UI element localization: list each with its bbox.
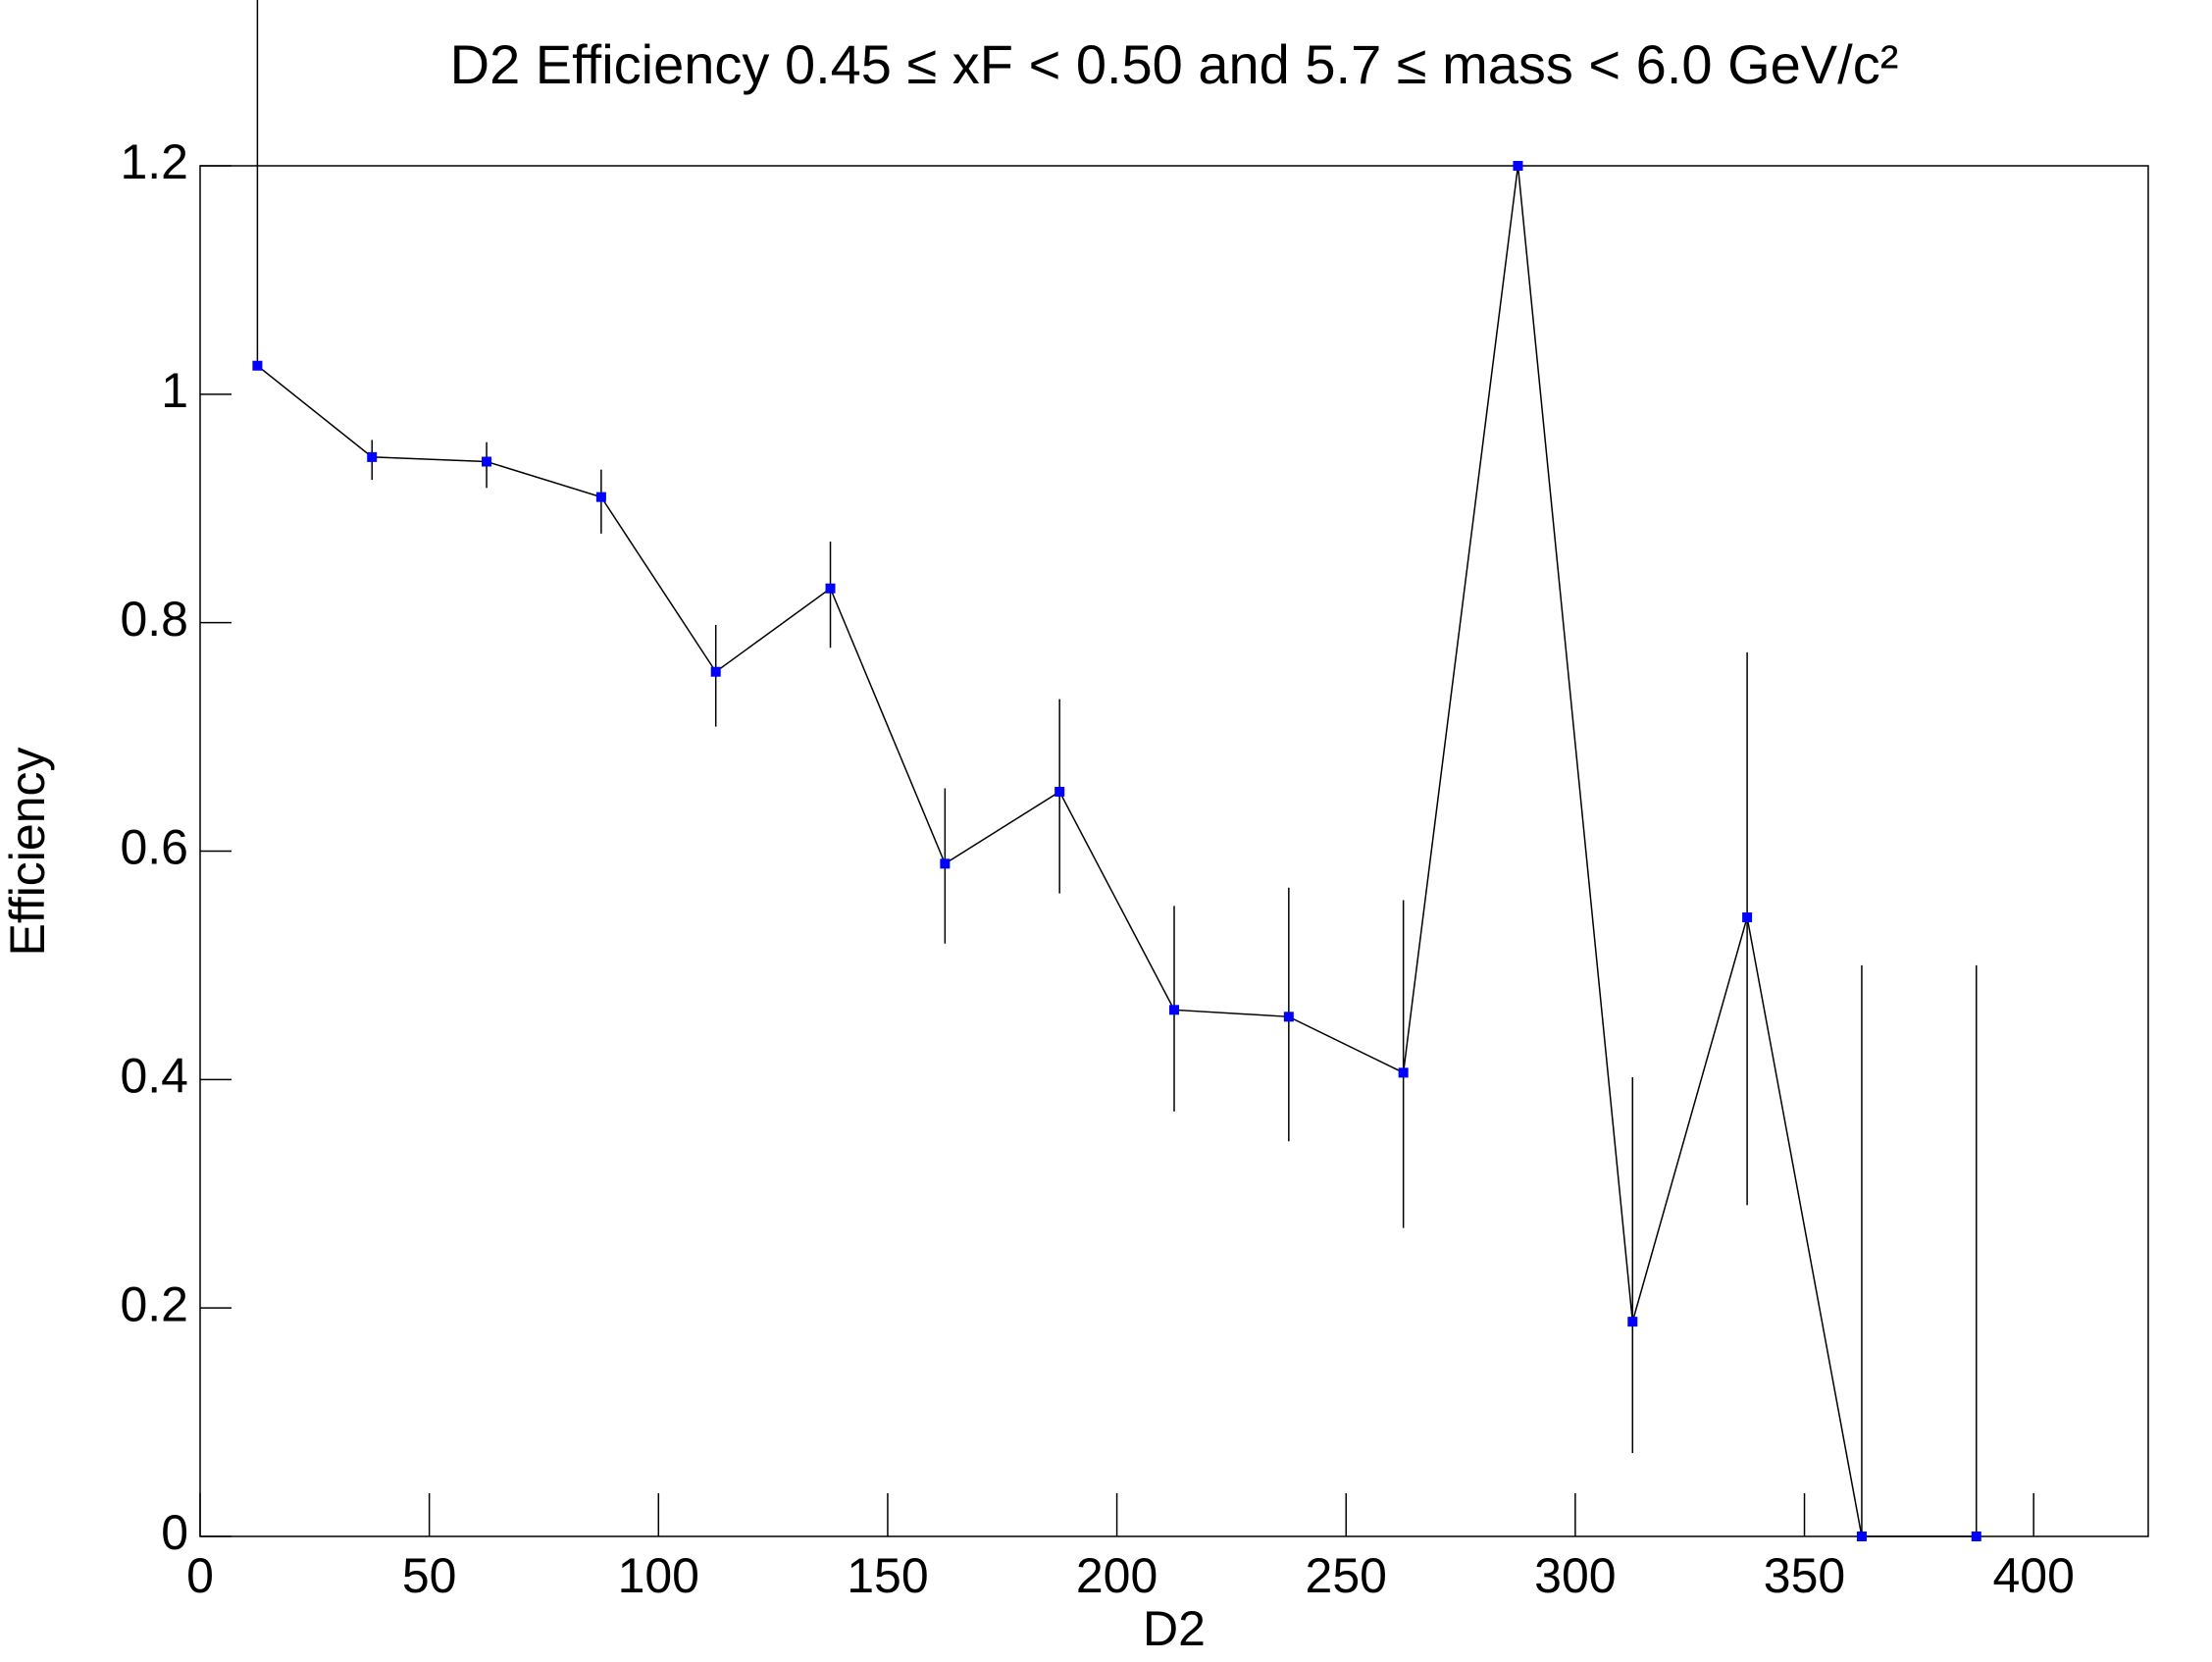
y-tick-label: 0.6 [120, 820, 188, 875]
x-tick-label: 250 [1306, 1548, 1387, 1603]
data-point [825, 583, 836, 594]
y-tick-label: 0.8 [120, 592, 188, 647]
x-tick-label: 0 [186, 1548, 214, 1603]
y-tick-label: 0 [161, 1505, 188, 1560]
data-point [595, 492, 606, 502]
x-tick-label: 400 [1992, 1548, 2074, 1603]
y-axis-label: Efficiency [0, 747, 55, 956]
data-point [1398, 1067, 1409, 1078]
data-point [1742, 912, 1753, 923]
data-point [1971, 1532, 1981, 1541]
data-point [367, 451, 378, 462]
x-axis-label: D2 [1143, 1601, 1206, 1656]
data-point [1856, 1532, 1867, 1541]
data-point [1169, 1005, 1179, 1015]
data-point [1513, 161, 1523, 171]
x-tick-label: 200 [1076, 1548, 1157, 1603]
x-tick-label: 300 [1534, 1548, 1616, 1603]
x-tick-label: 150 [847, 1548, 928, 1603]
data-point [1055, 786, 1065, 797]
x-tick-label: 100 [618, 1548, 699, 1603]
y-tick-label: 1 [161, 363, 188, 418]
data-point [710, 666, 721, 677]
y-tick-label: 0.4 [120, 1049, 188, 1104]
data-point [940, 858, 951, 869]
y-tick-label: 0.2 [120, 1276, 188, 1331]
data-line [256, 165, 1977, 1537]
y-tick-label: 1.2 [120, 134, 188, 189]
x-tick-label: 350 [1764, 1548, 1845, 1603]
data-point [1283, 1012, 1294, 1022]
plot-frame [199, 165, 2149, 1537]
data-point [252, 360, 263, 371]
data-point [1627, 1317, 1638, 1327]
data-point [482, 456, 492, 467]
x-tick-label: 50 [402, 1548, 457, 1603]
chart-title: D2 Efficiency 0.45 ≤ xF < 0.50 and 5.7 ≤… [450, 33, 1899, 95]
